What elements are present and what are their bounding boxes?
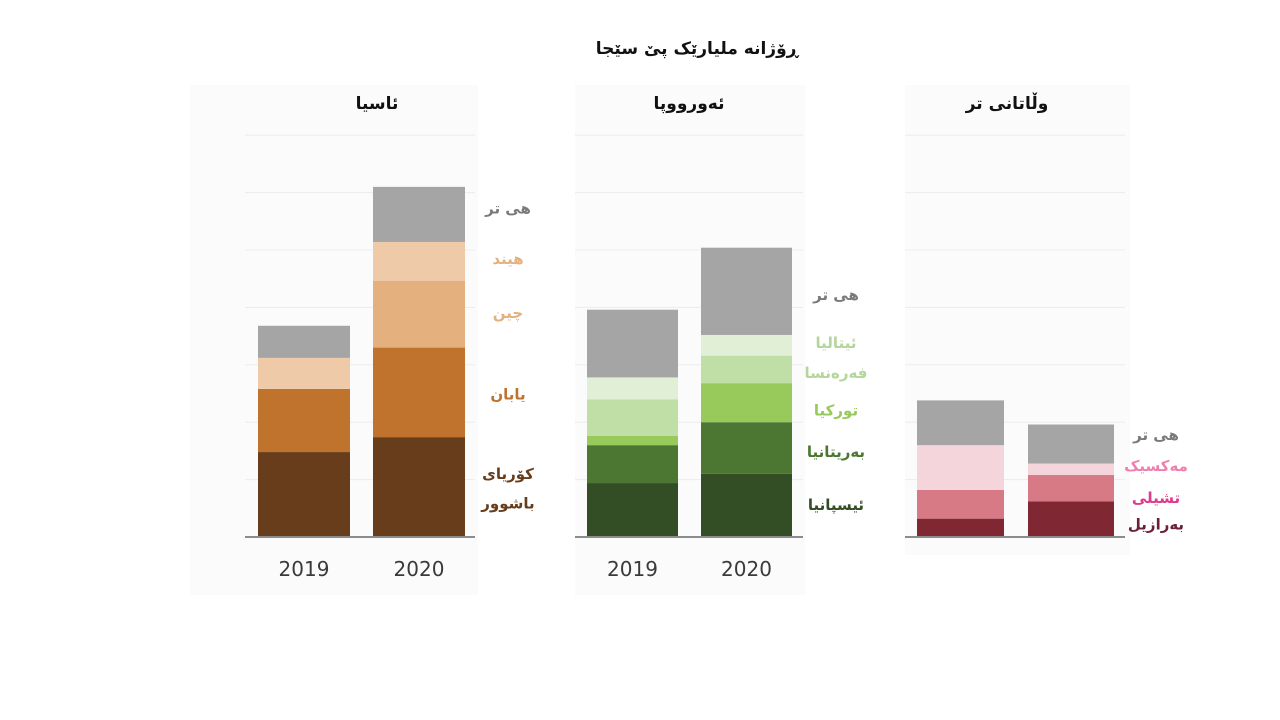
chart-panel: 2019 2020 ئەورووپا هی تر ئیتالیا فەرەنسا تورکی… (575, 85, 867, 595)
series-label: مەکسیک (1124, 457, 1188, 475)
chart-panels: 2019 2020 ئاسیا هی تر هیند چین یابان کۆریای باشو… (190, 85, 1188, 595)
panel-title: وڵاتانی تر (965, 92, 1049, 114)
bar-segment (258, 452, 350, 537)
x-tick-label: 2019 (607, 557, 658, 581)
bar-segment (258, 357, 350, 389)
bar-segment (701, 247, 792, 335)
x-tick-label: 2020 (721, 557, 772, 581)
series-label: بەریتانیا (807, 443, 865, 461)
x-tick-label: 2020 (394, 557, 445, 581)
panel-title: ئاسیا (356, 94, 399, 114)
bar-segment (587, 483, 678, 537)
bar-segment (917, 489, 1004, 519)
series-label: هی تر (484, 200, 531, 218)
series-label: هیند (492, 250, 523, 268)
bar-segment (917, 445, 1004, 490)
x-tick-label: 2019 (279, 557, 330, 581)
bar-segment (587, 445, 678, 484)
series-label: تشیلی (1132, 489, 1180, 507)
bar-segment (258, 325, 350, 358)
series-label: هی تر (1132, 426, 1179, 444)
series-label: هی تر (812, 286, 859, 304)
bar-segment (587, 399, 678, 436)
bar-segment (587, 377, 678, 400)
series-label: ئیسپانیا (808, 496, 864, 515)
bar-segment (1028, 463, 1114, 476)
series-label: بەرازیل (1128, 515, 1184, 533)
bar-segment (701, 473, 792, 537)
panel-title: ئەورووپا (654, 94, 725, 114)
series-label: یابان (490, 386, 525, 404)
bar-segment (917, 400, 1004, 446)
bar-segment (373, 280, 465, 348)
bar-segment (373, 241, 465, 281)
bar-segment (701, 334, 792, 356)
bar-segment (373, 437, 465, 537)
bar-segment (587, 309, 678, 378)
bar-segment (1028, 475, 1114, 502)
bar-segment (701, 383, 792, 423)
chart-panel: وڵاتانی تر هی تر مەکسیک تشیلی بەرازیل (905, 85, 1188, 555)
series-label: کۆریای (482, 465, 534, 483)
bar-segment (373, 347, 465, 438)
series-label: چین (493, 304, 523, 323)
series-label: ئیتالیا (816, 334, 857, 352)
series-label: فەرەنسا (805, 364, 868, 382)
bar-segment (701, 355, 792, 384)
chart-title: ڕۆژانە ملیارێک پێ سێجا (596, 39, 800, 59)
series-label: باشوور (480, 495, 534, 513)
chart-panel: 2019 2020 ئاسیا هی تر هیند چین یابان کۆریای باشو… (190, 85, 535, 595)
bar-segment (1028, 501, 1114, 537)
bar-segment (373, 186, 465, 242)
bar-segment (701, 422, 792, 474)
bar-segment (587, 435, 678, 446)
bar-segment (1028, 424, 1114, 464)
bar-segment (258, 388, 350, 453)
series-label: تورکیا (814, 402, 858, 420)
bar-segment (917, 518, 1004, 537)
